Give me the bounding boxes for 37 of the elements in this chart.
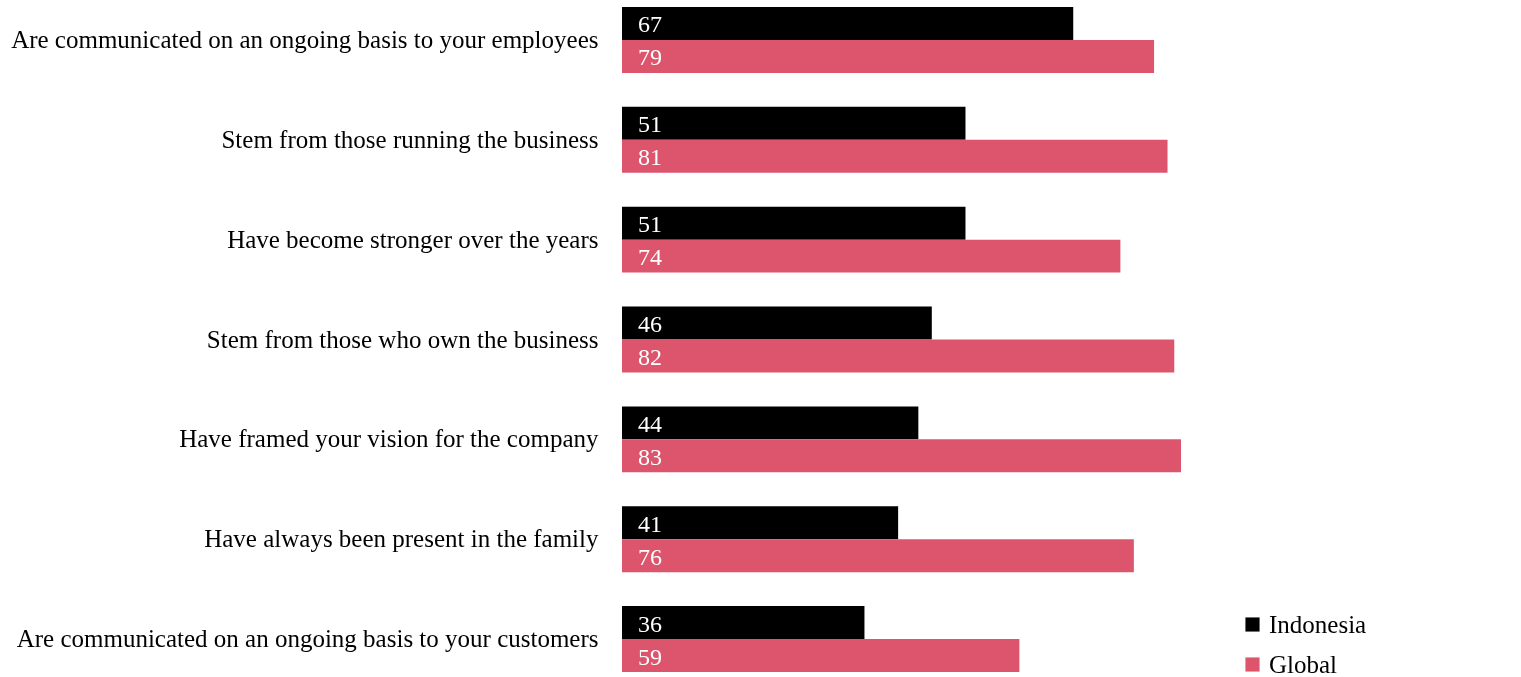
data-label: 74 <box>638 244 662 271</box>
data-label: 79 <box>638 44 662 71</box>
bar <box>622 506 899 540</box>
data-label: 83 <box>638 443 662 470</box>
data-label: 81 <box>638 144 662 171</box>
bar <box>622 139 1168 173</box>
data-label: 51 <box>638 111 662 138</box>
y-tick-label: Stem from those who own the business <box>206 325 599 353</box>
y-tick-label: Are communicated on an ongoing basis to your customers <box>16 625 599 653</box>
bar <box>622 39 1155 73</box>
y-tick-label: Have become stronger over the years <box>227 225 599 253</box>
bar <box>622 239 1121 273</box>
data-label: 82 <box>638 343 662 370</box>
y-tick-label: Stem from those running the business <box>221 125 599 153</box>
legend-label: Indonesia <box>1269 610 1367 638</box>
data-label: 41 <box>638 510 662 537</box>
data-label: 44 <box>638 410 662 437</box>
legend-label: Global <box>1269 650 1338 677</box>
y-tick-label: Are communicated on an ongoing basis to your employees <box>11 25 599 53</box>
y-tick-label: Have framed your vision for the company <box>179 425 599 453</box>
data-label: 51 <box>638 211 662 238</box>
bar <box>622 439 1181 473</box>
bar <box>622 206 966 240</box>
bar <box>622 7 1074 40</box>
y-tick-label: Have always been present in the family <box>204 525 599 553</box>
bar <box>622 306 932 340</box>
data-label: 59 <box>638 643 662 670</box>
data-label: 36 <box>638 610 662 637</box>
data-label: 76 <box>638 543 662 570</box>
bar <box>622 339 1175 373</box>
bar <box>622 639 1020 672</box>
bar <box>622 106 966 140</box>
bar <box>622 606 865 640</box>
bar <box>622 406 919 440</box>
bar <box>622 539 1134 573</box>
data-label: 46 <box>638 311 662 338</box>
data-label: 67 <box>638 11 662 38</box>
